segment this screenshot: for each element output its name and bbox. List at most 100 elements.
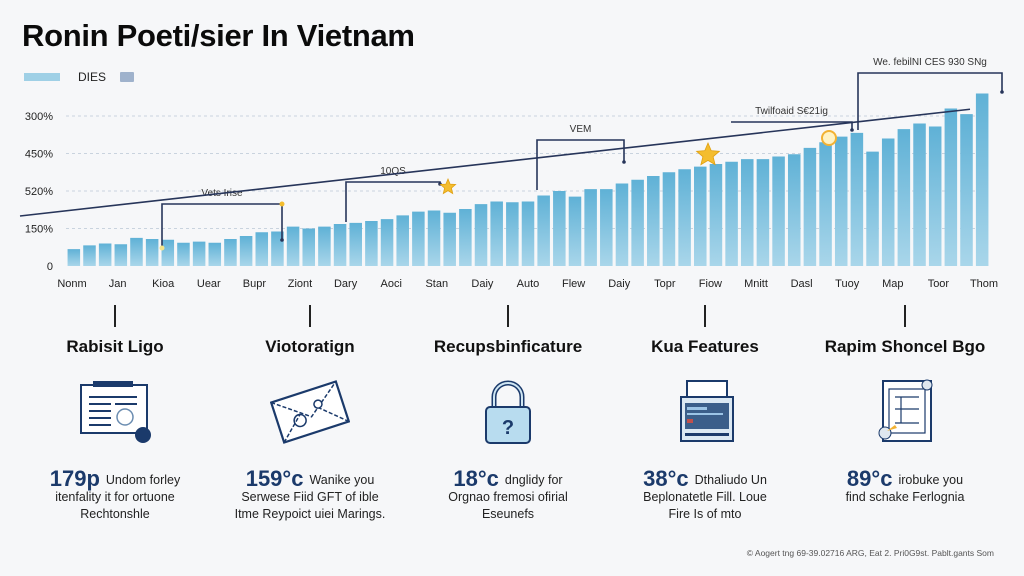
bar bbox=[474, 204, 488, 266]
bar bbox=[333, 224, 347, 266]
bar bbox=[944, 108, 958, 266]
bar bbox=[459, 209, 472, 266]
divider-tick bbox=[507, 305, 509, 327]
bar bbox=[83, 245, 96, 266]
y-tick-label: 520% bbox=[25, 186, 53, 198]
bar bbox=[631, 179, 644, 266]
blueprint-icon bbox=[878, 379, 933, 442]
divider-tick bbox=[114, 305, 116, 327]
x-tick-label: Map bbox=[882, 278, 903, 290]
annotation-dot bbox=[622, 160, 626, 164]
bar bbox=[647, 176, 660, 266]
feature-title: Rabisit Ligo bbox=[66, 337, 164, 356]
point-marker-icon bbox=[279, 201, 285, 207]
stat-value: 179p bbox=[49, 466, 100, 491]
divider-tick bbox=[904, 305, 906, 327]
bar bbox=[349, 222, 362, 266]
feature-stat: 159°c Wanike you Serwese Fiid GFT of ible… bbox=[234, 466, 386, 522]
bar bbox=[192, 241, 206, 266]
x-tick-label: Jan bbox=[109, 278, 127, 290]
x-tick-label: Flew bbox=[562, 278, 585, 290]
bar bbox=[584, 189, 597, 266]
image-icon bbox=[120, 72, 135, 82]
y-tick-label: 0 bbox=[47, 261, 53, 273]
stat-value: 89°c bbox=[846, 466, 893, 491]
bar bbox=[960, 114, 973, 266]
point-marker-icon bbox=[159, 245, 165, 251]
x-tick-label: Topr bbox=[654, 278, 676, 290]
divider-tick bbox=[704, 305, 706, 327]
bar bbox=[913, 123, 926, 266]
x-tick-label: Thom bbox=[970, 278, 998, 290]
bar bbox=[694, 166, 707, 266]
x-tick-label: Uear bbox=[197, 278, 221, 290]
bar bbox=[490, 201, 503, 266]
x-tick-label: Toor bbox=[928, 278, 950, 290]
bar bbox=[819, 142, 832, 266]
divider-tick bbox=[309, 305, 311, 327]
x-tick-label: Nonm bbox=[57, 278, 86, 290]
bar bbox=[897, 129, 911, 266]
bar bbox=[568, 196, 582, 266]
annotation-bracket bbox=[857, 72, 1003, 130]
bar bbox=[98, 243, 112, 266]
feature-title: Recupsbinficature bbox=[433, 337, 583, 356]
bar bbox=[881, 138, 895, 266]
annotation-bracket bbox=[345, 181, 441, 222]
bar bbox=[286, 226, 300, 266]
bar bbox=[177, 242, 190, 266]
bar bbox=[600, 189, 613, 266]
bar bbox=[67, 249, 81, 266]
bar bbox=[928, 126, 942, 266]
bar bbox=[803, 147, 817, 266]
bar bbox=[239, 236, 253, 266]
chart-legend: DIES bbox=[24, 70, 135, 84]
bar bbox=[866, 151, 879, 266]
bar bbox=[521, 201, 535, 266]
feature-stat: 18°c dnglidy for Orgnao fremosi ofirial E… bbox=[448, 466, 568, 522]
padlock-icon: ? bbox=[485, 380, 531, 444]
footer-copyright: © Aogert tng 69-39.02716 ARG, Eat 2. Pri… bbox=[746, 548, 994, 558]
star-marker-icon bbox=[695, 141, 721, 166]
bar bbox=[396, 215, 409, 266]
bar bbox=[427, 210, 441, 266]
bar bbox=[302, 228, 316, 266]
x-tick-label: Aoci bbox=[380, 278, 401, 290]
annotation-bracket bbox=[161, 203, 283, 248]
monitor-icon bbox=[680, 380, 734, 442]
y-tick-label: 450% bbox=[25, 149, 53, 161]
annotation-label: 10QS bbox=[380, 166, 406, 177]
feature-title: Rapim Shoncel Bgo bbox=[824, 337, 986, 356]
x-tick-label: Kioa bbox=[152, 278, 175, 290]
bar-chart: 0 150% 520% 450% 300% Nonm Jan Kioa Uear Bupr Zio… bbox=[19, 57, 1004, 290]
annotation-bracket bbox=[536, 139, 625, 190]
bar bbox=[443, 212, 456, 266]
legend-label: DIES bbox=[78, 70, 107, 84]
bar bbox=[537, 195, 550, 266]
star-marker-icon bbox=[439, 177, 457, 195]
annotation-label: We. febilNI CES 930 SNg bbox=[873, 57, 987, 68]
bar bbox=[615, 183, 629, 266]
bar bbox=[318, 226, 331, 266]
document-icon bbox=[80, 381, 151, 443]
annotation-label: VEM bbox=[570, 124, 592, 135]
feature-stat: 38°c Dthaliudo Un Beplonatetle Fill. Loue… bbox=[643, 466, 767, 522]
bar bbox=[975, 93, 989, 266]
bar bbox=[365, 221, 378, 266]
annotation-dot bbox=[280, 238, 284, 242]
bar bbox=[662, 172, 676, 266]
x-tick-label: Daiy bbox=[471, 278, 494, 290]
feature-stat: 179p Undom forley itenfality it for ortuo… bbox=[49, 466, 181, 522]
x-tick-label: Dasl bbox=[791, 278, 813, 290]
legend-swatch bbox=[24, 73, 60, 81]
x-tick-label: Tuoy bbox=[835, 278, 860, 290]
x-tick-label: Auto bbox=[517, 278, 540, 290]
feature-card: Rapim Shoncel Bgo 89°c irobuke you find s… bbox=[805, 305, 1005, 506]
annotation-dot bbox=[1000, 90, 1004, 94]
bar bbox=[834, 136, 848, 266]
bar bbox=[709, 164, 723, 266]
bar bbox=[114, 244, 128, 266]
feature-stat: 89°c irobuke you find schake Ferlognia bbox=[845, 466, 965, 505]
bar bbox=[506, 202, 519, 266]
svg-text:?: ? bbox=[502, 417, 514, 439]
